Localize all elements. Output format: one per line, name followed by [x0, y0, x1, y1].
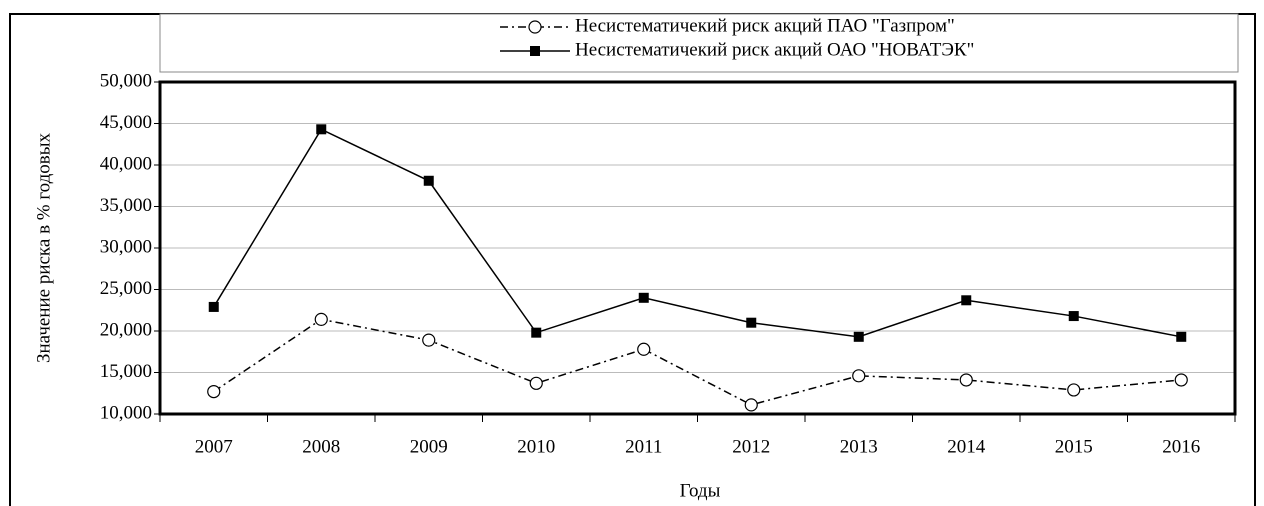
marker	[423, 175, 434, 186]
x-tick-label: 2010	[517, 436, 555, 457]
x-tick-label: 2014	[947, 436, 986, 457]
x-tick-label: 2009	[410, 436, 448, 457]
y-tick-label: 25,000	[100, 278, 152, 299]
chart-frame	[9, 13, 1256, 506]
marker	[959, 373, 973, 387]
x-tick-label: 2012	[732, 436, 770, 457]
marker	[1067, 383, 1081, 397]
marker	[422, 333, 436, 347]
marker	[853, 331, 864, 342]
y-tick-label: 50,000	[100, 70, 152, 91]
marker	[961, 295, 972, 306]
y-tick-label: 30,000	[100, 236, 152, 257]
x-tick-label: 2007	[195, 436, 233, 457]
marker	[1176, 331, 1187, 342]
marker	[529, 376, 543, 390]
legend-label: Несистематичекий риск акций ОАО "НОВАТЭК…	[575, 39, 974, 60]
series-line	[213, 128, 1182, 338]
marker	[314, 312, 328, 326]
y-axis-label: Значение риска в % годовых	[33, 132, 54, 363]
x-tick-label: 2016	[1162, 436, 1200, 457]
marker	[528, 20, 542, 34]
marker	[1068, 311, 1079, 322]
x-tick-label: 2008	[302, 436, 340, 457]
marker	[638, 292, 649, 303]
marker	[744, 398, 758, 412]
y-tick-label: 15,000	[100, 361, 152, 382]
x-tick-label: 2011	[625, 436, 662, 457]
x-tick-label: 2013	[840, 436, 878, 457]
marker	[1174, 373, 1188, 387]
x-axis-label: Годы	[680, 480, 721, 501]
marker	[207, 384, 221, 399]
marker	[208, 301, 219, 312]
y-tick-label: 10,000	[100, 402, 152, 423]
series-line	[213, 318, 1182, 406]
marker	[746, 317, 757, 328]
legend-box	[159, 13, 1239, 73]
y-tick-label: 20,000	[100, 319, 152, 340]
marker	[637, 342, 651, 356]
marker	[531, 327, 542, 338]
legend-label: Несистематичекий риск акций ПАО "Газпром…	[575, 15, 955, 36]
y-tick-label: 35,000	[100, 195, 152, 216]
y-tick-label: 40,000	[100, 153, 152, 174]
marker	[530, 46, 540, 56]
marker	[316, 124, 327, 135]
y-tick-label: 45,000	[100, 112, 152, 133]
x-tick-label: 2015	[1055, 436, 1093, 457]
marker	[852, 369, 866, 383]
